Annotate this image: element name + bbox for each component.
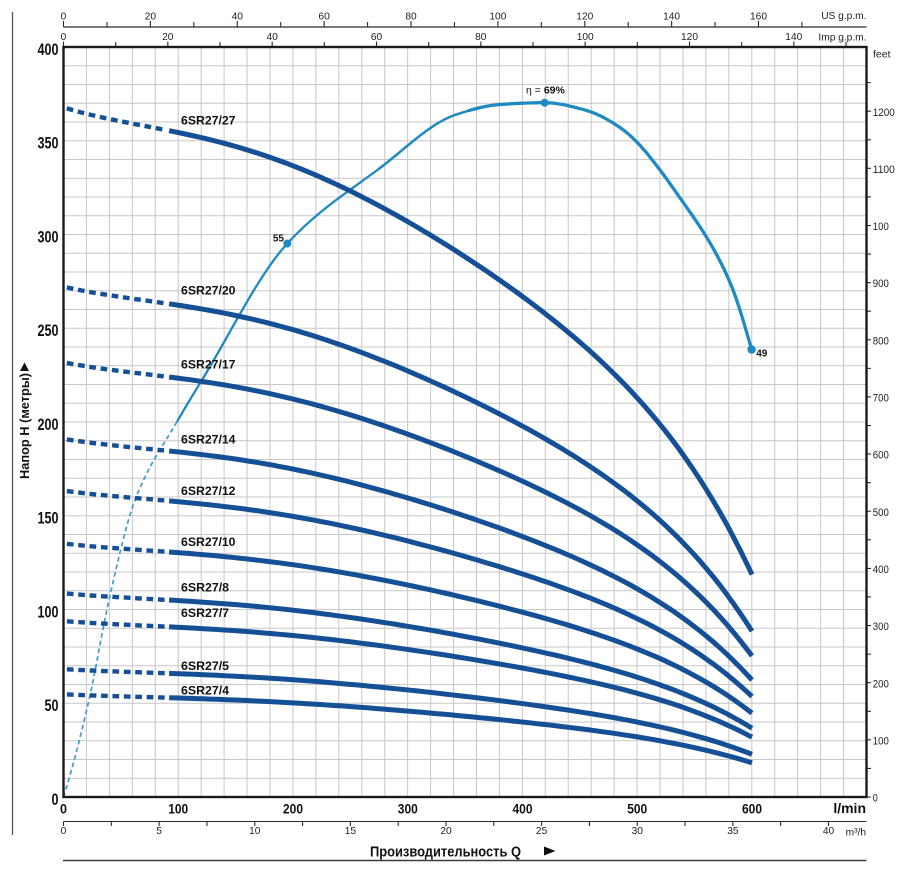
svg-text:500: 500 <box>627 801 647 817</box>
svg-text:5: 5 <box>156 826 162 837</box>
svg-text:55: 55 <box>273 234 285 245</box>
svg-text:20: 20 <box>162 32 174 43</box>
svg-text:Напор H (метры): Напор H (метры) <box>17 373 32 479</box>
svg-text:100: 100 <box>577 32 594 43</box>
svg-text:140: 140 <box>663 12 680 23</box>
svg-text:l/min: l/min <box>833 800 866 816</box>
svg-text:300: 300 <box>873 621 889 633</box>
svg-text:700: 700 <box>873 393 889 405</box>
svg-text:400: 400 <box>513 801 533 817</box>
svg-text:1100: 1100 <box>873 164 895 176</box>
svg-text:6SR27/8: 6SR27/8 <box>181 581 229 595</box>
svg-text:η = 69%: η = 69% <box>526 84 565 96</box>
svg-text:0: 0 <box>61 12 67 23</box>
svg-text:30: 30 <box>632 826 644 837</box>
svg-text:400: 400 <box>873 564 889 576</box>
svg-text:20: 20 <box>440 826 452 837</box>
svg-text:80: 80 <box>405 12 417 23</box>
svg-text:6SR27/27: 6SR27/27 <box>181 113 236 127</box>
svg-text:40: 40 <box>823 826 835 837</box>
svg-text:25: 25 <box>536 826 548 837</box>
svg-text:60: 60 <box>318 12 330 23</box>
svg-text:6SR27/20: 6SR27/20 <box>181 284 236 298</box>
svg-text:6SR27/7: 6SR27/7 <box>181 606 229 620</box>
svg-text:600: 600 <box>742 801 762 817</box>
svg-text:100: 100 <box>873 736 889 748</box>
svg-text:49: 49 <box>756 349 768 360</box>
svg-text:140: 140 <box>785 32 802 43</box>
svg-text:10: 10 <box>249 826 261 837</box>
svg-text:6SR27/12: 6SR27/12 <box>181 484 236 498</box>
svg-text:m³/h: m³/h <box>846 828 866 839</box>
svg-text:6SR27/5: 6SR27/5 <box>181 659 229 673</box>
svg-text:60: 60 <box>371 32 383 43</box>
svg-text:15: 15 <box>345 826 357 837</box>
svg-text:100: 100 <box>873 221 889 233</box>
svg-text:0: 0 <box>52 790 59 809</box>
svg-text:20: 20 <box>145 12 157 23</box>
svg-text:0: 0 <box>873 793 878 805</box>
svg-text:6SR27/14: 6SR27/14 <box>181 433 236 447</box>
svg-text:6SR27/4: 6SR27/4 <box>181 684 229 698</box>
svg-text:120: 120 <box>576 12 593 23</box>
svg-text:6SR27/10: 6SR27/10 <box>181 535 236 549</box>
svg-text:120: 120 <box>681 32 698 43</box>
svg-text:50: 50 <box>45 696 59 715</box>
svg-text:35: 35 <box>727 826 739 837</box>
svg-text:800: 800 <box>873 335 889 347</box>
svg-text:200: 200 <box>873 678 889 690</box>
svg-text:200: 200 <box>38 415 59 434</box>
svg-text:80: 80 <box>475 32 487 43</box>
svg-text:600: 600 <box>873 450 889 462</box>
svg-text:160: 160 <box>750 12 767 23</box>
svg-text:Imp g.p.m.: Imp g.p.m. <box>818 33 866 44</box>
svg-text:Производительность Q: Производительность Q <box>370 845 521 861</box>
svg-text:150: 150 <box>38 509 59 528</box>
svg-text:100: 100 <box>38 602 59 621</box>
svg-text:0: 0 <box>61 826 67 837</box>
svg-text:400: 400 <box>38 40 59 59</box>
svg-text:feet: feet <box>873 49 891 61</box>
svg-text:200: 200 <box>283 801 303 817</box>
svg-text:1200: 1200 <box>873 107 895 119</box>
svg-text:0: 0 <box>60 801 67 817</box>
svg-text:40: 40 <box>267 32 279 43</box>
svg-text:500: 500 <box>873 507 889 519</box>
svg-text:300: 300 <box>398 801 418 817</box>
svg-text:40: 40 <box>232 12 244 23</box>
svg-text:100: 100 <box>489 12 506 23</box>
svg-text:100: 100 <box>168 801 188 817</box>
svg-text:900: 900 <box>873 278 889 290</box>
svg-text:6SR27/17: 6SR27/17 <box>181 358 236 372</box>
svg-text:300: 300 <box>38 227 59 246</box>
svg-text:US g.p.m.: US g.p.m. <box>821 11 866 22</box>
svg-text:250: 250 <box>38 321 59 340</box>
svg-text:0: 0 <box>61 32 67 43</box>
svg-text:350: 350 <box>38 134 59 153</box>
